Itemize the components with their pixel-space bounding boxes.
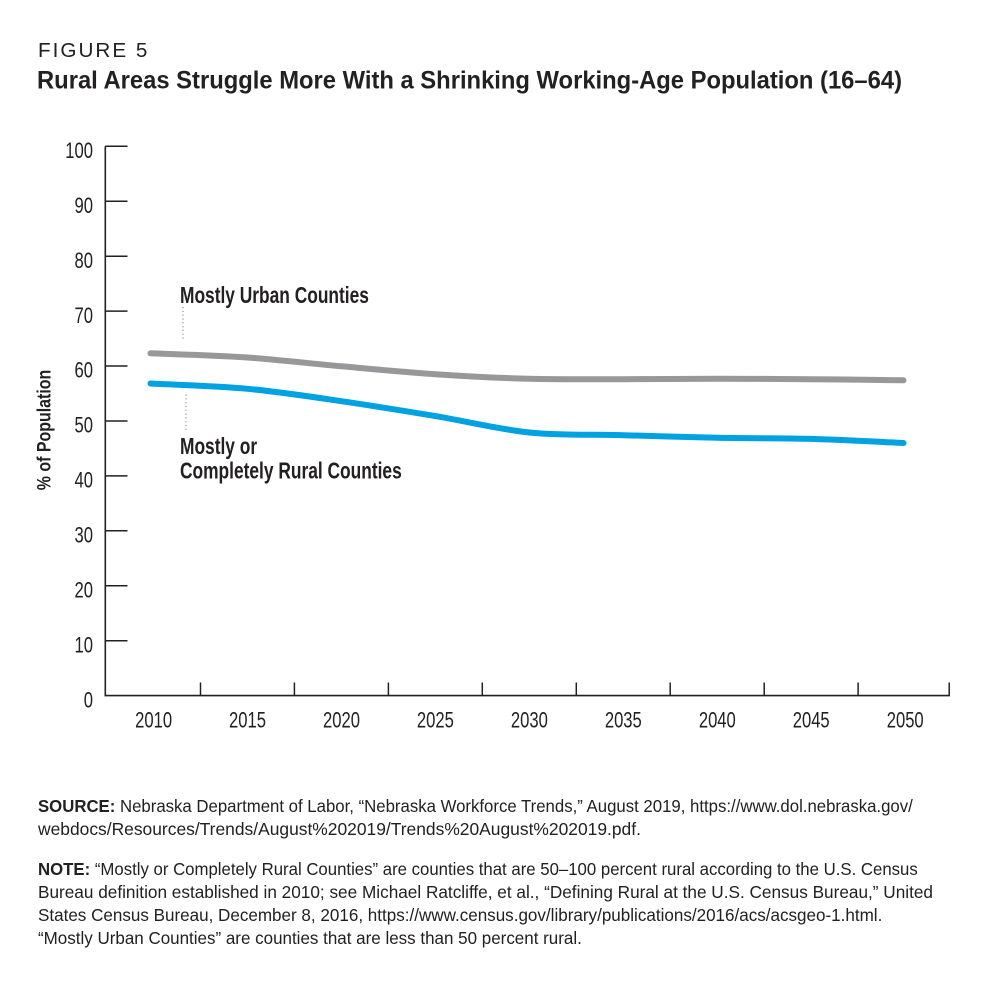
- svg-text:30: 30: [75, 523, 94, 548]
- svg-text:2025: 2025: [417, 708, 454, 733]
- svg-text:2030: 2030: [511, 708, 548, 733]
- svg-text:80: 80: [75, 249, 94, 274]
- svg-text:Mostly Urban Counties: Mostly Urban Counties: [180, 284, 369, 309]
- svg-text:FIGURE 5: FIGURE 5: [38, 39, 149, 62]
- svg-text:10: 10: [75, 633, 94, 658]
- svg-text:50: 50: [75, 414, 94, 439]
- svg-text:70: 70: [75, 304, 94, 329]
- svg-text:2045: 2045: [793, 708, 830, 733]
- svg-text:Mostly or: Mostly or: [180, 435, 257, 460]
- svg-text:2010: 2010: [135, 708, 172, 733]
- svg-text:2015: 2015: [229, 708, 266, 733]
- svg-text:Rural Areas Struggle More With: Rural Areas Struggle More With a Shrinki…: [37, 67, 902, 95]
- svg-text:2040: 2040: [699, 708, 736, 733]
- svg-text:90: 90: [75, 194, 94, 219]
- svg-text:40: 40: [75, 468, 94, 493]
- svg-text:2035: 2035: [605, 708, 642, 733]
- svg-text:% of Population: % of Population: [33, 370, 55, 490]
- svg-text:2050: 2050: [887, 708, 924, 733]
- svg-text:0: 0: [84, 688, 93, 713]
- svg-text:2020: 2020: [323, 708, 360, 733]
- svg-text:Completely Rural Counties: Completely Rural Counties: [180, 459, 402, 484]
- svg-text:20: 20: [75, 578, 94, 603]
- svg-text:60: 60: [75, 359, 94, 384]
- svg-text:100: 100: [65, 139, 93, 164]
